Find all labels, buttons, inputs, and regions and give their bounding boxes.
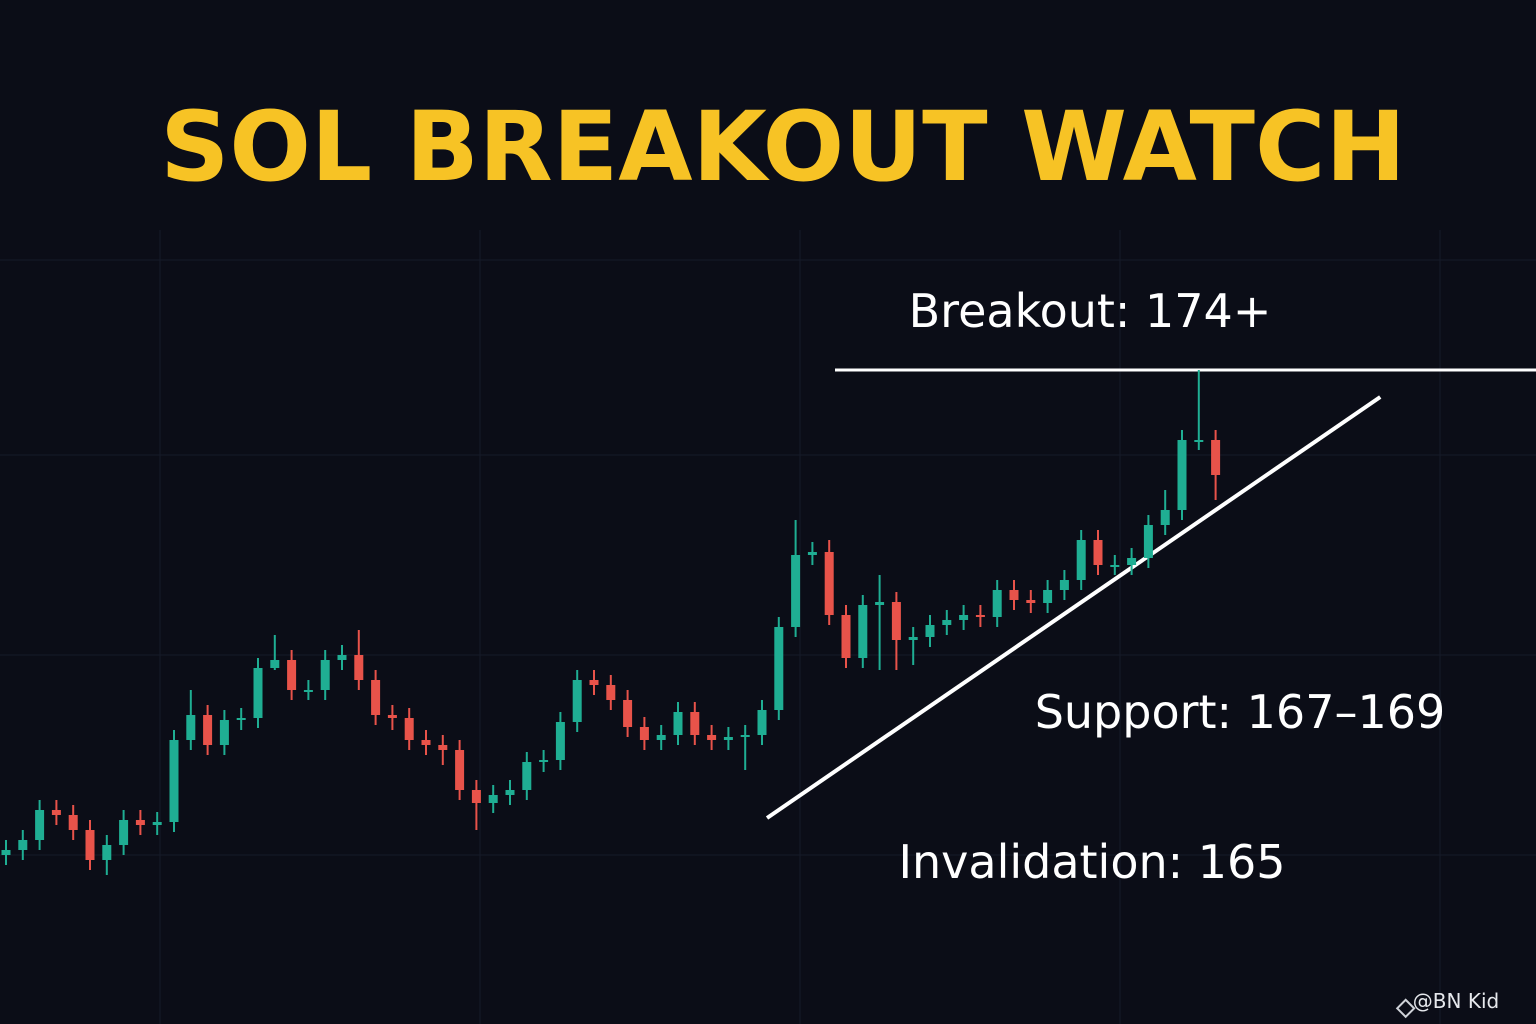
candle-body [707,735,717,740]
candle-body [1009,590,1019,600]
candle-body [589,680,599,685]
candle-body [236,718,246,720]
candle-body [1093,540,1103,565]
candle-body [455,750,465,790]
candle-body [925,625,935,637]
candle-body [572,680,582,722]
candle-body [522,762,532,790]
annotation: Invalidation: 165 [898,835,1285,889]
candle-body [488,795,498,803]
candle-body [85,830,95,860]
candle-body [471,790,481,803]
candle-body [438,745,448,750]
candle-body [1194,440,1204,442]
candle-body [875,602,885,605]
candle-body [606,685,616,700]
candle-body [169,740,179,822]
annotation: Support: 167–169 [1035,685,1446,739]
candle-body [1076,540,1086,580]
candle-body [387,715,397,718]
candle-body [135,820,145,825]
candle-body [891,602,901,640]
candle-body [673,712,683,735]
candle-body [1043,590,1053,603]
candle-body [1211,440,1221,475]
candle-body [1160,510,1170,525]
candle-body [421,740,431,745]
candle-body [35,810,45,840]
candle-body [219,720,229,745]
candle-body [791,555,801,627]
candle-body [555,722,565,760]
background-grid [0,230,1536,1024]
candle-body [119,820,129,845]
candle-body [1,850,11,855]
candle-body [505,790,515,795]
candle-body [1110,565,1120,567]
candle-body [656,735,666,740]
candle-body [1177,440,1187,510]
candle-body [807,552,817,555]
candle-body [51,810,61,815]
chart-title: SOL BREAKOUT WATCH [160,91,1406,203]
candle-body [1127,558,1137,565]
candle-body [68,815,78,830]
candle-body [975,615,985,617]
candle-body [270,660,280,668]
candle-body [942,620,952,625]
candle-body [253,668,263,718]
candle-body [757,710,767,735]
candle-body [102,845,112,860]
candle-body [203,715,213,745]
candle-body [623,700,633,727]
candle-body [287,660,297,690]
candle-body [723,737,733,740]
candle-body [152,822,162,825]
annotation: Breakout: 174+ [909,284,1272,338]
candle-body [337,655,347,660]
candle-body [841,615,851,658]
candle-body [740,735,750,737]
candle-body [18,840,28,850]
candle-body [1059,580,1069,590]
candle-body [858,605,868,658]
candle-body [320,660,330,690]
watermark: @BN Kid [1413,989,1499,1013]
candle-body [404,718,414,740]
candle-body [186,715,196,740]
candle-body [371,680,381,715]
candle-body [908,637,918,640]
candle-body [1026,600,1036,603]
candle-body [959,615,969,620]
watermark-icon [1395,998,1416,1019]
candle-body [1143,525,1153,558]
candle-body [824,552,834,615]
candle-body [774,627,784,710]
candle-body [690,712,700,735]
candle-body [303,690,313,692]
candle-body [639,727,649,740]
candle-body [992,590,1002,617]
support-trendline [765,395,1382,820]
candle-body [539,760,549,762]
candle-body [354,655,364,680]
